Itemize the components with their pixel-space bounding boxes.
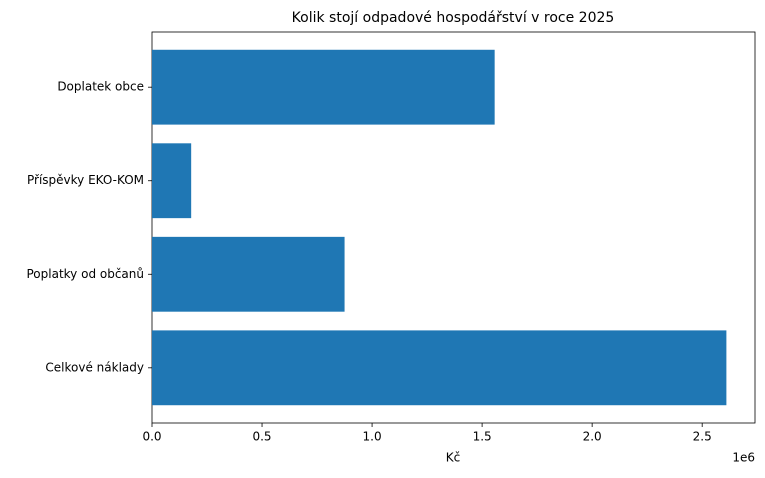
bar (152, 330, 727, 406)
x-offset-label: 1e6 (732, 451, 755, 465)
y-tick-label: Poplatky od občanů (27, 267, 145, 281)
y-tick-label: Celkové náklady (45, 360, 144, 374)
y-tick-label: Příspěvky EKO-KOM (27, 173, 144, 187)
y-tick-label: Doplatek obce (57, 80, 144, 94)
x-tick-label: 1.0 (363, 430, 382, 444)
x-tick-label: 2.5 (693, 430, 712, 444)
x-axis-label: Kč (446, 451, 460, 465)
chart-title: Kolik stojí odpadové hospodářství v roce… (292, 10, 615, 26)
bar (152, 49, 495, 125)
bar (152, 143, 192, 219)
axes-frame (151, 31, 756, 424)
x-tick-label: 2.0 (583, 430, 602, 444)
x-tick-label: 0.5 (252, 430, 271, 444)
x-tick-label: 1.5 (473, 430, 492, 444)
x-tick-label: 0.0 (142, 430, 161, 444)
bar (152, 236, 345, 312)
